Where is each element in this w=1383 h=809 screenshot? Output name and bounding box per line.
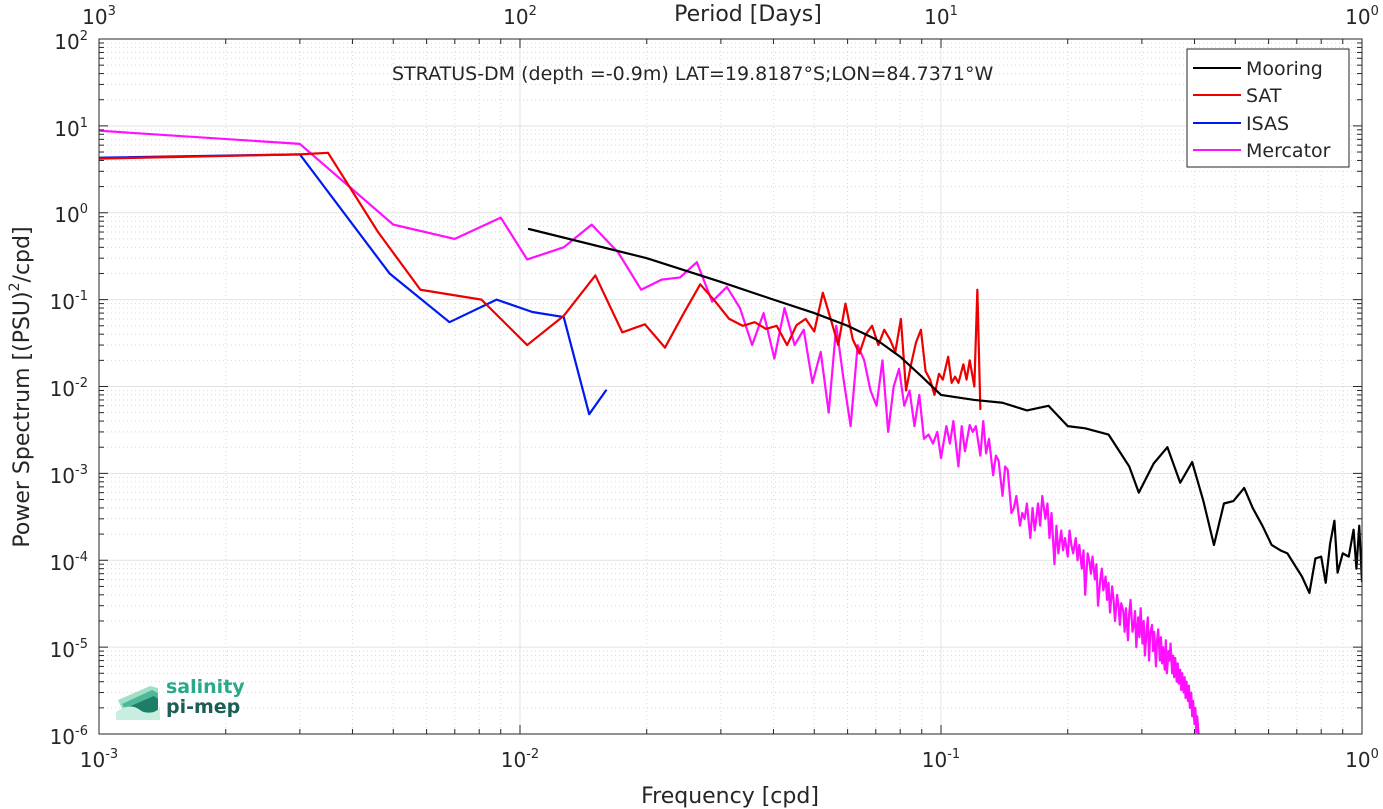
legend: Mooring SAT ISAS Mercator xyxy=(1186,48,1350,168)
top-axis-label: Period [Days] xyxy=(674,2,822,27)
minor-gridlines xyxy=(99,39,1362,734)
y-axis-label: Power Spectrum [(PSU)2/cpd] xyxy=(7,226,35,547)
series-line-sat xyxy=(99,151,982,411)
logo-text-pi-mep: pi-mep xyxy=(166,696,240,718)
wave-logo-icon xyxy=(116,686,160,720)
y-tick-label-3: 10-3 xyxy=(50,463,88,488)
tick-marks xyxy=(98,38,1363,735)
series-layer xyxy=(99,129,1362,734)
y-tick-label-1: 10-5 xyxy=(50,637,88,662)
logo-text-salinity: salinity xyxy=(166,676,245,698)
salinity-pi-mep-logo: salinity pi-mep xyxy=(116,676,245,720)
series-line-mooring xyxy=(527,227,1362,595)
chart-title: STRATUS-DM (depth =-0.9m) LAT=19.8187°S;… xyxy=(392,63,993,85)
legend-label-sat: SAT xyxy=(1246,85,1282,107)
y-tick-label-0: 10-6 xyxy=(50,724,88,749)
series-line-isas xyxy=(99,153,608,416)
series-line-mercator xyxy=(99,129,1200,734)
legend-label-mercator: Mercator xyxy=(1246,140,1331,162)
legend-label-isas: ISAS xyxy=(1246,113,1289,135)
x-axis-label: Frequency [cpd] xyxy=(641,784,819,809)
legend-label-mooring: Mooring xyxy=(1246,58,1323,80)
